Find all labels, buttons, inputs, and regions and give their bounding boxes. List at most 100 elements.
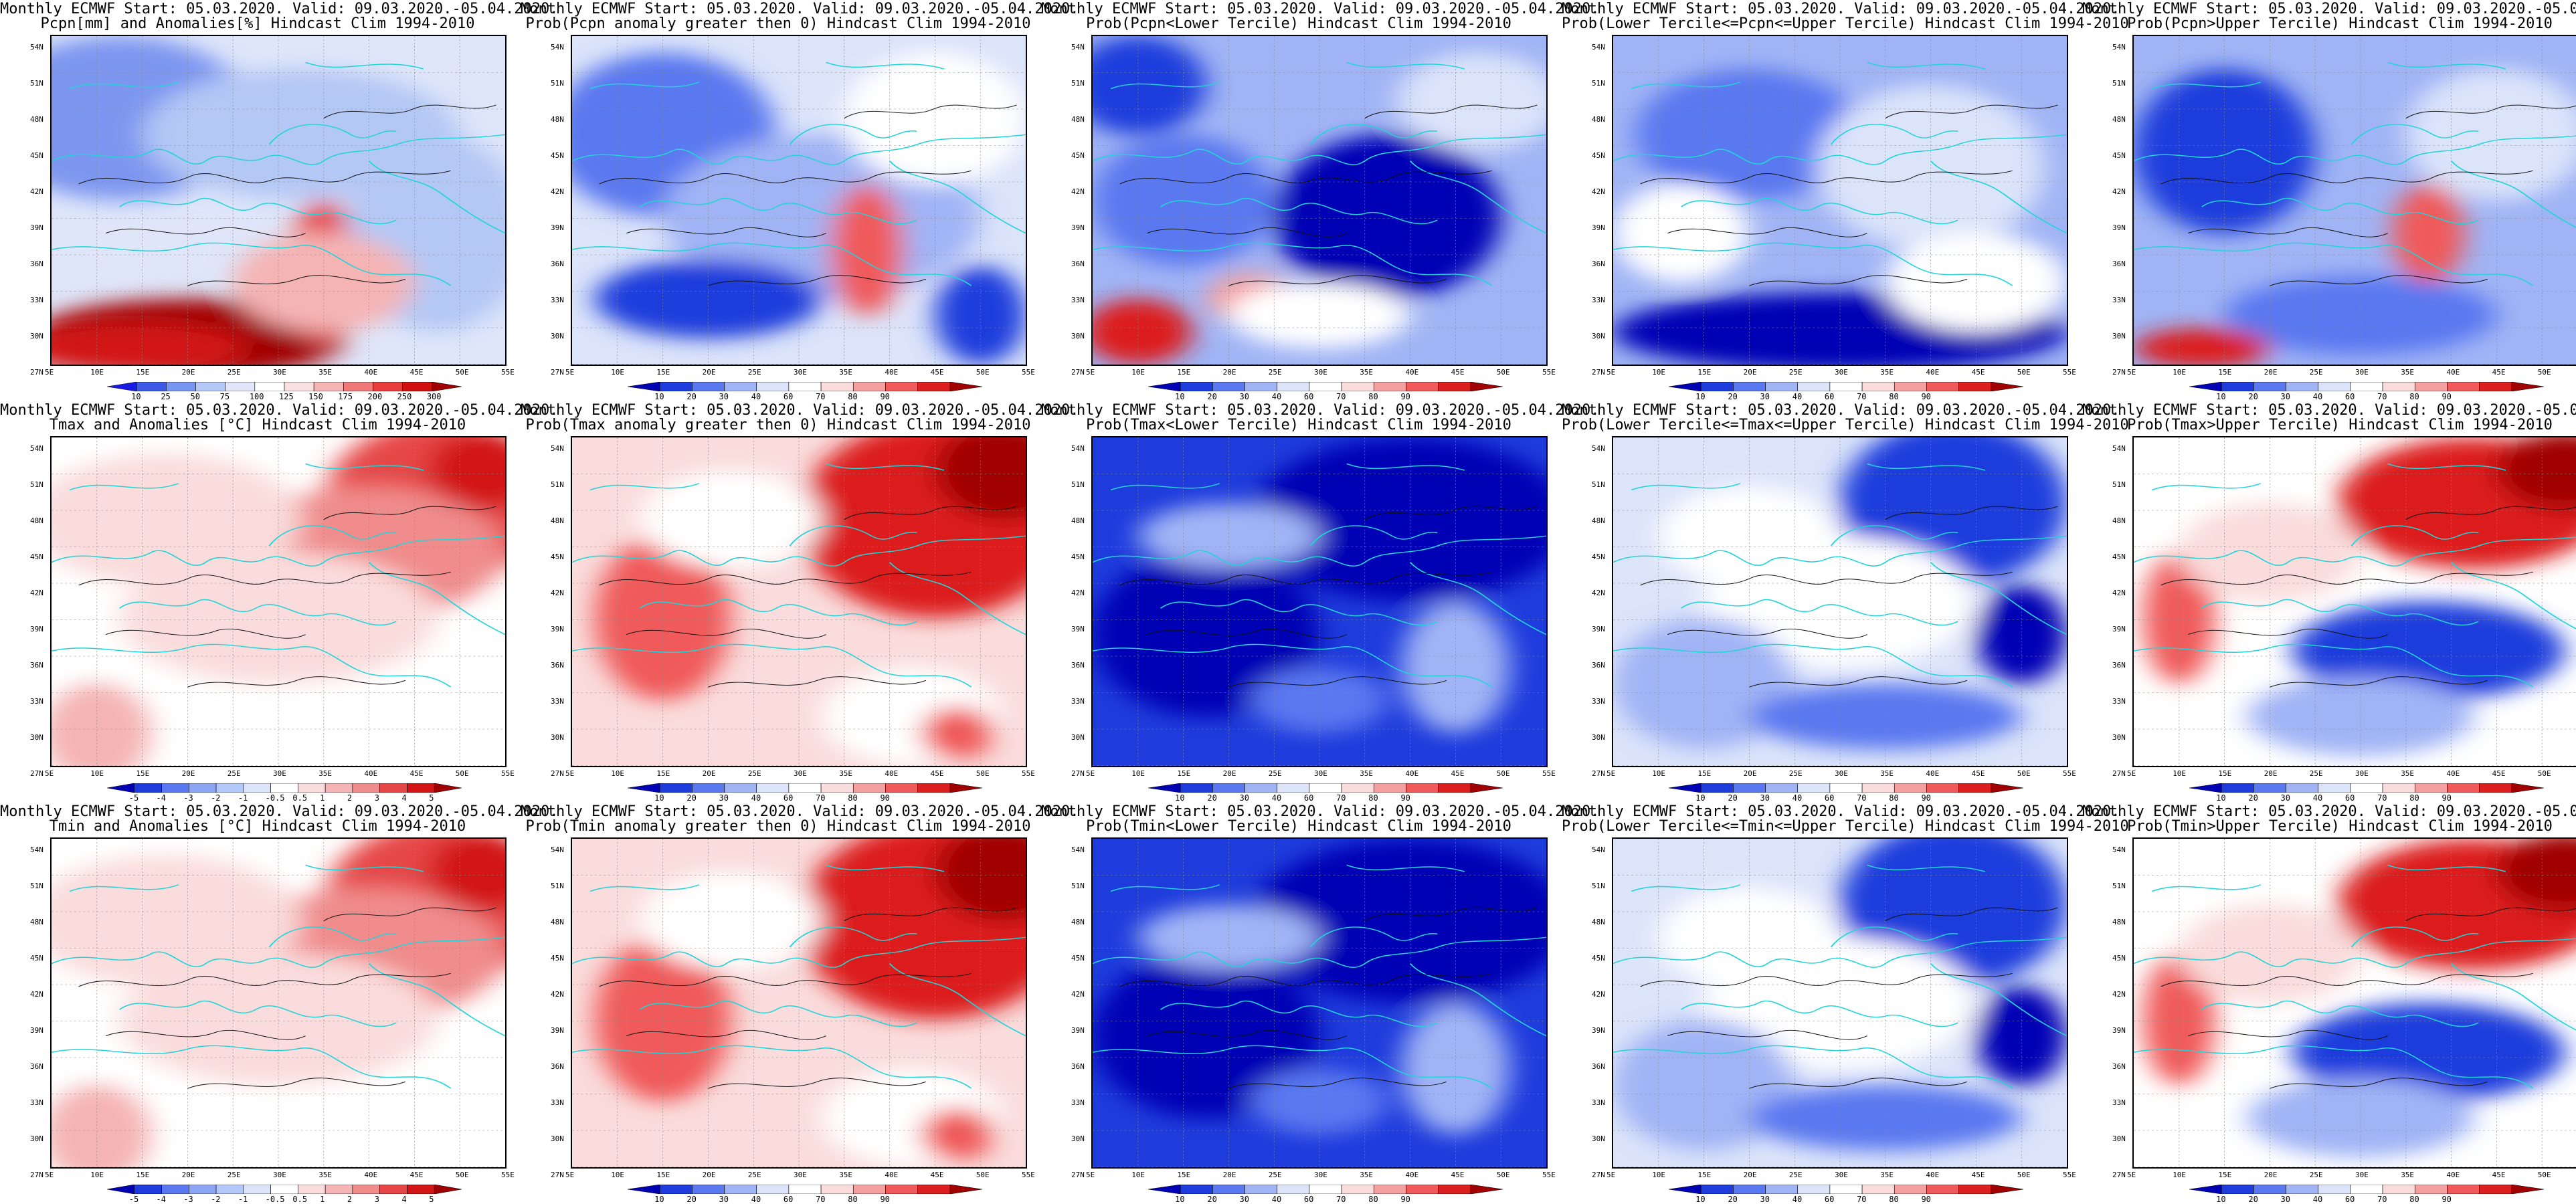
latitude-label: 48N	[2112, 516, 2126, 525]
colorbar	[107, 382, 462, 391]
colorbar-swatch	[325, 783, 353, 793]
longitude-label: 20E	[181, 1171, 195, 1179]
colorbar-swatch	[134, 783, 162, 793]
colorbar-label: 70	[816, 793, 826, 803]
longitude-label: 35E	[839, 368, 853, 377]
colorbar-swatch	[215, 1185, 244, 1194]
latitude-label: 39N	[2112, 1026, 2126, 1035]
colorbar	[1669, 382, 2023, 391]
colorbar-swatch	[2479, 783, 2512, 793]
latitude-label: 36N	[1592, 260, 1605, 268]
longitude-label: 30E	[273, 368, 286, 377]
colorbar-swatch	[432, 382, 462, 391]
panel-title-line1: Monthly ECMWF Start: 05.03.2020. Valid: …	[0, 803, 559, 820]
longitude-label: 15E	[1697, 769, 1712, 778]
longitude-label: 25E	[747, 1171, 761, 1179]
latitude-label: 33N	[1592, 697, 1605, 706]
colorbar-label: -5	[128, 793, 139, 803]
colorbar-label: 90	[1400, 1195, 1410, 1204]
longitude-label: 35E	[1360, 368, 1374, 377]
colorbar-swatch	[1991, 382, 2023, 391]
map-plot	[571, 35, 1027, 366]
longitude-label: 5E	[2127, 1171, 2136, 1179]
map-plot	[50, 35, 507, 366]
longitude-label: 5E	[1606, 368, 1616, 377]
colorbar-swatch	[692, 1185, 725, 1194]
colorbar-label: -3	[183, 793, 193, 803]
colorbar	[1148, 783, 1503, 793]
longitude-label: 40E	[1405, 368, 1419, 377]
latitude-label: 36N	[551, 661, 564, 670]
colorbar-swatch	[917, 382, 951, 391]
longitude-label: 5E	[1606, 1171, 1616, 1179]
colorbar-swatch	[1245, 382, 1278, 391]
colorbar-label: 50	[190, 392, 200, 401]
map-panel: Monthly ECMWF Start: 05.03.2020. Valid: …	[0, 0, 558, 402]
latitude-label: 30N	[1592, 733, 1605, 742]
longitude-label: 35E	[1360, 1171, 1374, 1179]
latitude-label: 36N	[2112, 661, 2126, 670]
colorbar-swatch	[852, 1185, 886, 1194]
latitude-label: 51N	[1592, 882, 1605, 890]
latitude-label: 51N	[1071, 480, 1085, 489]
longitude-label: 10E	[611, 368, 625, 377]
longitude-label: 45E	[2492, 1171, 2506, 1179]
latitude-label: 45N	[1592, 151, 1605, 160]
latitude-label: 27N	[1071, 1171, 1085, 1179]
latitude-label: 30N	[551, 733, 564, 742]
colorbar	[2189, 1185, 2544, 1194]
longitude-label: 5E	[565, 1171, 575, 1179]
colorbar-swatch	[1180, 1185, 1213, 1194]
colorbar-label: 70	[816, 1195, 826, 1204]
colorbar-label: 30	[1760, 392, 1770, 401]
longitude-label: 25E	[227, 769, 241, 778]
colorbar-label: 4	[401, 793, 407, 803]
longitude-label: 20E	[2264, 1171, 2278, 1179]
colorbar-swatch	[107, 382, 137, 391]
colorbar-label: 1	[320, 793, 325, 803]
longitude-label: 55E	[1542, 769, 1556, 778]
longitude-label: 45E	[409, 769, 424, 778]
map-shading	[52, 36, 505, 365]
colorbar-swatch	[692, 783, 725, 793]
latitude-label: 51N	[2112, 79, 2126, 88]
latitude-label: 48N	[551, 115, 564, 124]
longitude-label: 25E	[1268, 1171, 1282, 1179]
colorbar-swatch	[1894, 382, 1927, 391]
latitude-label: 42N	[2112, 990, 2126, 999]
colorbar-label: 40	[1792, 392, 1803, 401]
colorbar-label: 70	[816, 392, 826, 401]
latitude-label: 33N	[1592, 1098, 1605, 1107]
longitude-label: 25E	[747, 769, 761, 778]
latitude-label: 45N	[30, 954, 43, 963]
map-shading	[1093, 839, 1546, 1167]
colorbar-label: 90	[2442, 1195, 2452, 1204]
colorbar-swatch	[1958, 382, 1992, 391]
longitude-label: 40E	[885, 1171, 899, 1179]
longitude-label: 35E	[1360, 769, 1374, 778]
colorbar-label: 20	[1728, 392, 1738, 401]
latitude-label: 27N	[551, 1171, 564, 1179]
latitude-label: 39N	[551, 223, 564, 232]
latitude-label: 42N	[1592, 187, 1605, 196]
colorbar-swatch	[1245, 1185, 1278, 1194]
colorbar-swatch	[1180, 783, 1213, 793]
colorbar-swatch	[2286, 382, 2319, 391]
map-plot	[50, 436, 507, 767]
colorbar-label: 40	[751, 793, 761, 803]
colorbar-label: 10	[131, 392, 141, 401]
longitude-label: 35E	[1880, 368, 1894, 377]
colorbar-swatch	[1894, 1185, 1927, 1194]
longitude-label: 5E	[565, 368, 575, 377]
latitude-label: 48N	[1592, 516, 1605, 525]
colorbar-swatch	[407, 1185, 435, 1194]
map-plot	[571, 436, 1027, 767]
colorbar-swatch	[161, 1185, 189, 1194]
latitude-label: 45N	[2112, 151, 2126, 160]
colorbar-label: 70	[1336, 392, 1346, 401]
longitude-label: 15E	[1177, 1171, 1191, 1179]
colorbar-swatch	[1406, 1185, 1439, 1194]
colorbar-swatch	[270, 1185, 298, 1194]
latitude-label: 51N	[551, 79, 564, 88]
colorbar-swatch	[1926, 382, 1959, 391]
